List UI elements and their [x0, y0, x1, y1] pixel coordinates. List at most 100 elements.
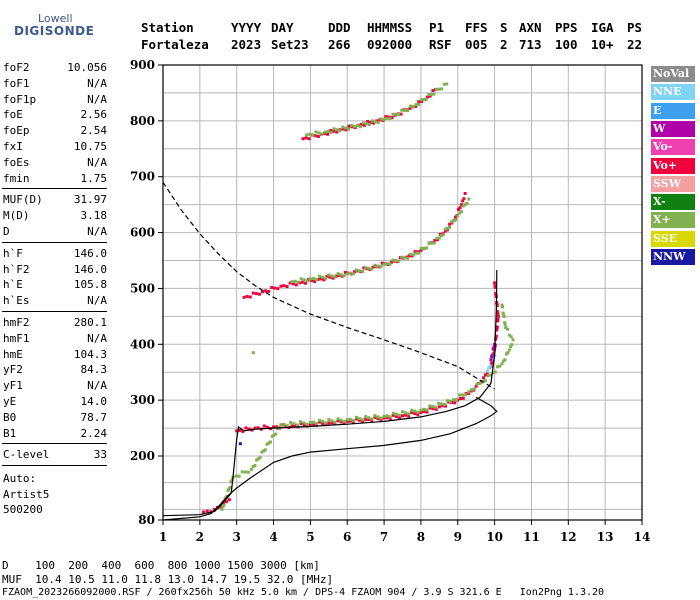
data-point-vo [492, 351, 496, 355]
data-point-x [472, 387, 476, 391]
data-point-x [506, 327, 510, 331]
data-point-x [441, 233, 445, 237]
data-point-x [292, 422, 296, 426]
data-point-x [502, 313, 506, 317]
data-point-vo [254, 292, 258, 296]
x-tick-label: 14 [634, 530, 651, 544]
data-point-vo [493, 285, 497, 289]
data-point-vo [213, 507, 217, 511]
x-tick-label: 3 [233, 530, 241, 544]
param-name: foEs [3, 155, 30, 169]
data-point-x [413, 409, 417, 413]
data-point-x [358, 269, 362, 273]
param-name: h`F [3, 246, 23, 260]
param-value: 2.24 [80, 426, 108, 440]
data-point-x [379, 416, 383, 420]
param-value: N/A [87, 331, 107, 345]
data-point-vo [348, 419, 352, 423]
data-point-x [237, 474, 241, 478]
data-point-vo [335, 130, 339, 134]
data-point-x [414, 251, 418, 255]
data-point-x [397, 113, 401, 117]
data-point-vo [373, 415, 377, 419]
data-point-vo [483, 373, 487, 377]
data-point-vo [300, 280, 304, 284]
data-point-x [435, 236, 439, 240]
data-point-vo [313, 280, 317, 284]
header-label: HHMMSS [367, 20, 413, 35]
data-point-vo [333, 422, 337, 426]
x-tick-label: 12 [560, 530, 577, 544]
data-point-x [406, 256, 410, 260]
data-point-x [502, 314, 506, 318]
data-point-x [385, 116, 389, 120]
data-point-x [403, 108, 407, 112]
param-name: yF1 [3, 379, 23, 393]
data-point-x [373, 263, 377, 267]
data-point-x [452, 219, 456, 223]
param-row: D N/A [3, 225, 107, 240]
param-row: MUF(D) 31.97 [3, 193, 107, 208]
param-name: foEp [3, 124, 30, 138]
data-point-x [342, 274, 346, 278]
data-point-vo [290, 424, 294, 428]
param-row: foE 2.56 [3, 108, 107, 123]
data-point-vo [440, 404, 444, 408]
data-point-x [467, 197, 471, 201]
data-point-vo [244, 426, 248, 430]
data-point-x [401, 410, 404, 414]
data-point-vo [433, 238, 437, 242]
data-point-x [442, 82, 446, 86]
data-point-x [406, 109, 410, 113]
data-point-x [351, 419, 355, 423]
data-point-vo [397, 416, 401, 420]
data-point-x [391, 411, 395, 415]
data-point-vo [265, 425, 269, 429]
param-separator [2, 465, 107, 467]
data-point-vo [272, 425, 276, 429]
data-point-x [428, 404, 432, 408]
data-point-x [437, 236, 441, 240]
data-point-x [429, 92, 433, 96]
param-value: N/A [87, 92, 107, 106]
line-profile [162, 396, 498, 521]
data-point-x [308, 277, 312, 281]
x-tick-label: 10 [486, 530, 503, 544]
data-point-vo [372, 121, 376, 125]
legend-item-vo: Vo- [651, 139, 695, 156]
data-point-vo [459, 203, 463, 207]
data-point-x [459, 210, 463, 214]
data-point-vo [422, 410, 426, 414]
data-point-vo [416, 412, 420, 416]
param-name: hmF2 [3, 316, 30, 329]
data-point-x [407, 412, 411, 416]
data-point-vo [341, 127, 345, 131]
data-point-vo [342, 421, 346, 425]
data-point-x [507, 333, 511, 337]
y-tick-label: 600 [130, 226, 155, 240]
data-point-x [397, 413, 401, 417]
data-point-vo [434, 407, 438, 411]
data-point-x [253, 464, 257, 468]
data-point-vo [336, 419, 340, 423]
line-trace [162, 269, 498, 517]
header-label: PPS [555, 20, 578, 35]
data-point-vo [425, 410, 429, 414]
data-point-vo [307, 137, 311, 141]
data-point-x [440, 87, 444, 91]
data-point-x [391, 112, 395, 116]
param-value: N/A [87, 294, 107, 308]
param-value: 3.18 [80, 209, 108, 223]
data-point-x [434, 405, 438, 409]
data-point-x [318, 418, 322, 422]
data-point-vo [241, 429, 245, 433]
data-point-vo [251, 291, 255, 295]
data-point-x [373, 120, 377, 124]
data-point-vo [414, 104, 418, 108]
data-point-x [445, 82, 449, 86]
data-point-x [451, 398, 455, 402]
data-point-vo [461, 396, 465, 400]
data-point-x [489, 373, 493, 377]
param-row: hmE 104.3 [3, 348, 107, 363]
param-value: 10.056 [67, 61, 107, 74]
